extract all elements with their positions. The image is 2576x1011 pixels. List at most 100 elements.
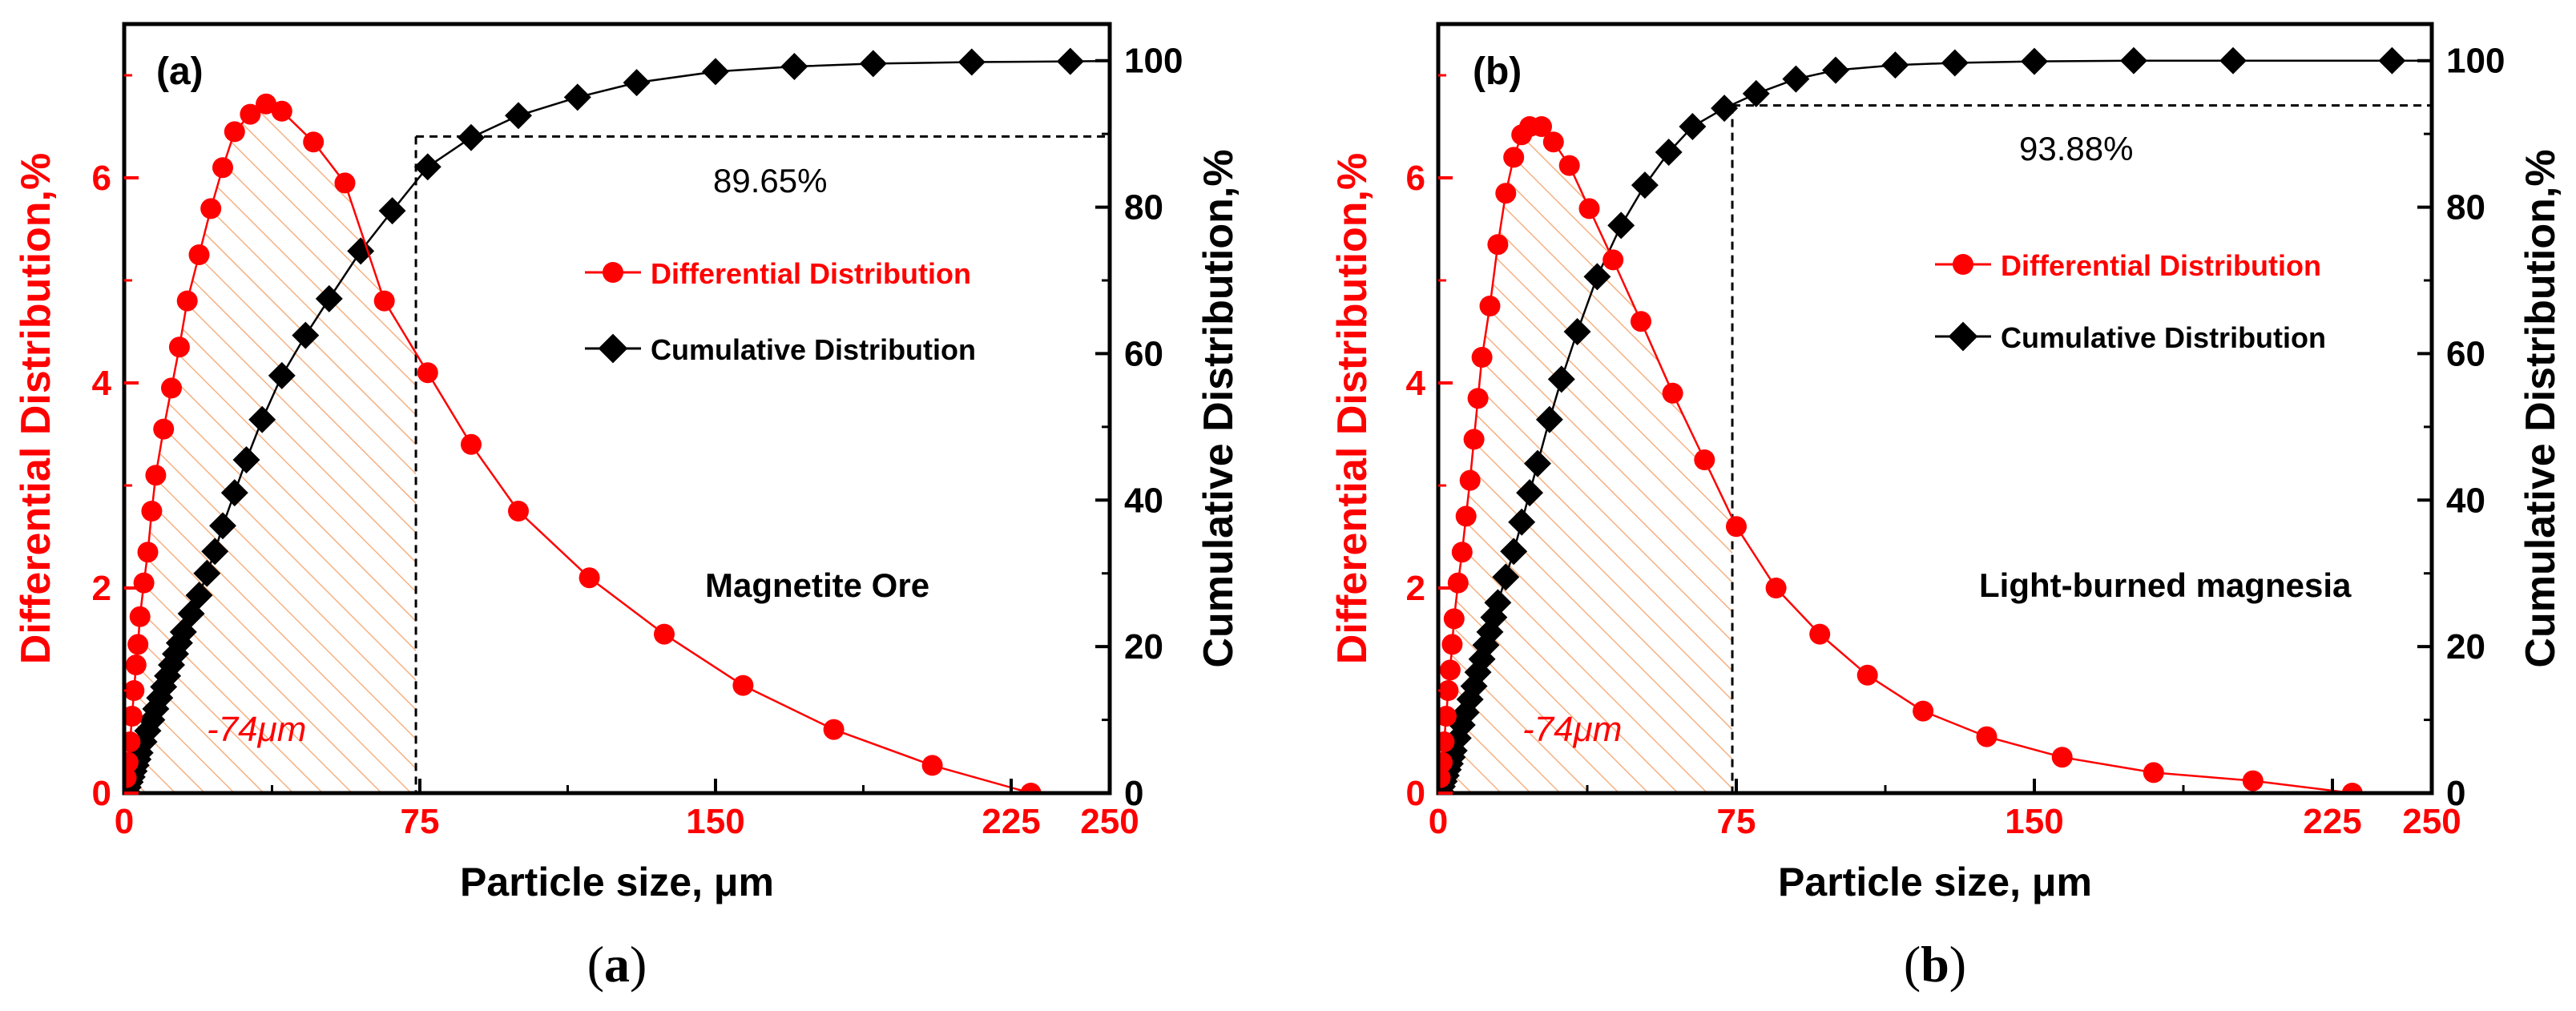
differential-markers-a [124, 93, 1042, 793]
caption-a-letter: a [604, 936, 630, 993]
y-right-tick-label: 20 [1124, 627, 1163, 667]
cumulative-point [563, 83, 591, 111]
x-tick-label: 150 [2005, 802, 2063, 841]
cumulative-point [2120, 46, 2147, 75]
cumulative-point [1711, 95, 1739, 123]
cumulative-point [1742, 79, 1770, 107]
y-right-axis-title-b: Cumulative Distribution,% [2518, 149, 2564, 667]
legend-b: Differential Distribution Cumulative Dis… [1935, 249, 2326, 354]
differential-point [125, 655, 147, 675]
differential-point [212, 157, 233, 179]
cumulative-point [2021, 47, 2048, 75]
panel-label-b: (b) [1473, 50, 1522, 93]
differential-point [1441, 634, 1463, 655]
differential-point [1438, 680, 1459, 701]
cumulative-point [1782, 65, 1810, 93]
panel-b-cutoff [1731, 104, 2432, 793]
x-axis-title-b: Particle size, μm [1778, 860, 2092, 904]
differential-point [508, 501, 529, 522]
differential-point [1451, 542, 1473, 563]
cumulative-point [1563, 318, 1591, 345]
cumulative-point [1492, 563, 1520, 591]
caption-a-open: ( [587, 936, 604, 993]
caption-a: (a) [587, 936, 647, 993]
differential-point [1602, 249, 1624, 271]
x-tick-label: 150 [686, 802, 744, 841]
differential-point [1495, 183, 1517, 204]
y-left-tick-label: 4 [92, 364, 112, 403]
y-left-axis-title-a: Differential Distribution,% [13, 153, 59, 664]
y-left-tick-label: 2 [1406, 569, 1425, 608]
y-right-tick-label: 60 [1124, 334, 1163, 373]
y-left-tick-label: 0 [92, 774, 111, 813]
material-label-b: Light-burned magnesia [1979, 566, 2352, 604]
differential-point [153, 418, 175, 440]
differential-point [578, 567, 600, 589]
legend-a-diff-marker [603, 262, 623, 283]
differential-point [1438, 706, 1457, 727]
cumulative-point [2378, 46, 2406, 75]
cumulative-point [458, 123, 485, 151]
plot-frame-b [1436, 22, 2434, 796]
differential-point [1503, 147, 1525, 168]
x-tick-label: 225 [2303, 802, 2361, 841]
differential-point [1020, 783, 1042, 793]
panel-b: 0 75 150 225 250 0 2 4 6 0 20 40 60 80 100 (b) 93.88… [1329, 22, 2564, 993]
cumulative-point [248, 405, 276, 433]
differential-point [1455, 506, 1477, 527]
differential-point [461, 433, 482, 455]
differential-point [256, 93, 277, 115]
differential-point [1765, 578, 1787, 598]
differential-point [137, 542, 159, 563]
caption-b-close: ) [1949, 936, 1966, 993]
cumulative-point [185, 582, 213, 610]
caption-b-letter: b [1921, 936, 1949, 993]
differential-point [1558, 155, 1580, 176]
caption-b-open: ( [1904, 936, 1921, 993]
differential-point [1726, 516, 1747, 538]
differential-point [124, 751, 139, 773]
cumulative-point [1484, 589, 1512, 617]
differential-point [823, 719, 845, 740]
y-right-tick-label: 100 [2446, 42, 2505, 81]
y-left-axis-title-b: Differential Distribution,% [1329, 153, 1376, 664]
differential-point [1531, 116, 1552, 137]
cumulative-point [1508, 508, 1536, 536]
cumulative-point [859, 50, 887, 78]
x-tick-label: 75 [1717, 802, 1756, 841]
differential-point [1463, 429, 1485, 450]
differential-point [1443, 608, 1465, 630]
x-ticks-a: 0 75 150 225 250 [115, 779, 1139, 841]
differential-point [176, 290, 198, 312]
panel-a-cutoff [414, 135, 1110, 793]
cumulative-point [1881, 51, 1909, 79]
differential-point [1467, 388, 1489, 409]
differential-point [161, 377, 182, 399]
shaded-label-b: -74μm [1522, 710, 1622, 749]
cumulative-point [1056, 47, 1084, 75]
legend-b-cum-marker [1948, 321, 1978, 352]
differential-point [417, 362, 438, 384]
x-tick-label: 0 [115, 802, 134, 841]
x-tick-label: 75 [401, 802, 440, 841]
cumulative-point [1583, 263, 1611, 291]
legend-a-diff-label: Differential Distribution [651, 257, 971, 290]
cumulative-point [413, 153, 441, 181]
y-right-tick-label: 40 [2446, 481, 2485, 520]
cumulative-point [201, 538, 229, 566]
cumulative-point [1607, 211, 1635, 240]
differential-point [1662, 382, 1683, 404]
cumulative-point [702, 58, 729, 86]
differential-point [1438, 751, 1453, 773]
cutoff-label-b: 93.88% [2019, 130, 2133, 167]
cumulative-point [232, 446, 260, 473]
cumulative-point [1516, 479, 1544, 507]
y-right-ticks-b: 0 20 40 60 80 100 [2417, 42, 2505, 813]
cumulative-point [292, 321, 320, 349]
differential-point [2143, 762, 2164, 783]
differential-point [200, 198, 222, 220]
legend-a-cum-marker [598, 333, 628, 364]
cumulative-point [1941, 49, 1969, 77]
y-right-tick-label: 60 [2446, 334, 2485, 373]
cutoff-label-a: 89.65% [713, 162, 827, 199]
